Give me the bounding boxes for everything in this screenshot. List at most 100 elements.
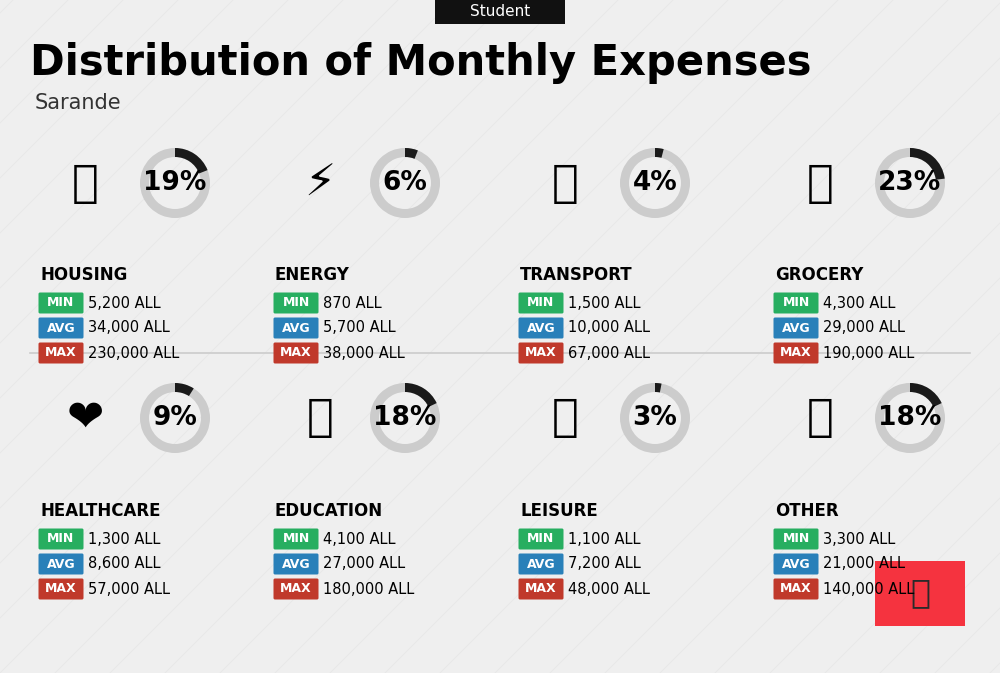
Text: 34,000 ALL: 34,000 ALL xyxy=(88,320,170,336)
FancyBboxPatch shape xyxy=(774,318,818,339)
Text: 7,200 ALL: 7,200 ALL xyxy=(568,557,641,571)
Text: 18%: 18% xyxy=(878,405,942,431)
FancyBboxPatch shape xyxy=(518,553,564,575)
Text: 10,000 ALL: 10,000 ALL xyxy=(568,320,650,336)
FancyBboxPatch shape xyxy=(38,579,84,600)
Text: 1,500 ALL: 1,500 ALL xyxy=(568,295,640,310)
Wedge shape xyxy=(370,383,440,453)
Text: 48,000 ALL: 48,000 ALL xyxy=(568,581,650,596)
Text: 3,300 ALL: 3,300 ALL xyxy=(823,532,895,546)
Text: 29,000 ALL: 29,000 ALL xyxy=(823,320,905,336)
Text: AVG: AVG xyxy=(782,322,810,334)
FancyBboxPatch shape xyxy=(518,293,564,314)
Text: 8,600 ALL: 8,600 ALL xyxy=(88,557,160,571)
Text: 27,000 ALL: 27,000 ALL xyxy=(323,557,405,571)
FancyBboxPatch shape xyxy=(274,579,318,600)
FancyBboxPatch shape xyxy=(518,343,564,363)
Text: AVG: AVG xyxy=(527,557,555,571)
Text: Distribution of Monthly Expenses: Distribution of Monthly Expenses xyxy=(30,42,812,84)
Text: MAX: MAX xyxy=(525,583,557,596)
Text: 190,000 ALL: 190,000 ALL xyxy=(823,345,914,361)
FancyBboxPatch shape xyxy=(774,293,818,314)
FancyBboxPatch shape xyxy=(774,528,818,549)
Text: 🚌: 🚌 xyxy=(552,162,578,205)
Text: EDUCATION: EDUCATION xyxy=(275,502,383,520)
FancyBboxPatch shape xyxy=(38,318,84,339)
Text: 1,100 ALL: 1,100 ALL xyxy=(568,532,640,546)
Wedge shape xyxy=(405,383,437,407)
Text: 🎓: 🎓 xyxy=(307,396,333,439)
Wedge shape xyxy=(620,383,690,453)
Text: AVG: AVG xyxy=(282,557,310,571)
Text: MIN: MIN xyxy=(47,297,75,310)
Text: MAX: MAX xyxy=(280,347,312,359)
Text: 🦅: 🦅 xyxy=(910,577,930,610)
FancyBboxPatch shape xyxy=(774,579,818,600)
Wedge shape xyxy=(140,383,210,453)
Text: AVG: AVG xyxy=(782,557,810,571)
Wedge shape xyxy=(405,148,418,159)
Text: 💰: 💰 xyxy=(807,396,833,439)
Text: MAX: MAX xyxy=(525,347,557,359)
Text: 1,300 ALL: 1,300 ALL xyxy=(88,532,160,546)
FancyBboxPatch shape xyxy=(774,343,818,363)
Text: MIN: MIN xyxy=(527,297,555,310)
Text: MIN: MIN xyxy=(782,532,810,546)
Wedge shape xyxy=(910,383,942,407)
Text: 67,000 ALL: 67,000 ALL xyxy=(568,345,650,361)
Wedge shape xyxy=(875,148,945,218)
Text: MIN: MIN xyxy=(527,532,555,546)
Text: HEALTHCARE: HEALTHCARE xyxy=(40,502,160,520)
FancyBboxPatch shape xyxy=(274,293,318,314)
Text: 9%: 9% xyxy=(153,405,197,431)
Wedge shape xyxy=(655,383,662,392)
FancyBboxPatch shape xyxy=(518,318,564,339)
Text: ENERGY: ENERGY xyxy=(275,266,350,284)
FancyBboxPatch shape xyxy=(274,528,318,549)
Wedge shape xyxy=(175,383,194,396)
Wedge shape xyxy=(655,148,664,157)
Text: MAX: MAX xyxy=(280,583,312,596)
Text: MIN: MIN xyxy=(282,532,310,546)
Text: 4,100 ALL: 4,100 ALL xyxy=(323,532,396,546)
Text: 230,000 ALL: 230,000 ALL xyxy=(88,345,179,361)
Text: AVG: AVG xyxy=(47,557,75,571)
Text: LEISURE: LEISURE xyxy=(520,502,598,520)
Text: 🏙: 🏙 xyxy=(72,162,98,205)
Text: MIN: MIN xyxy=(782,297,810,310)
Wedge shape xyxy=(140,148,210,218)
FancyBboxPatch shape xyxy=(774,553,818,575)
Text: MAX: MAX xyxy=(780,583,812,596)
FancyBboxPatch shape xyxy=(518,528,564,549)
FancyBboxPatch shape xyxy=(38,528,84,549)
Wedge shape xyxy=(370,148,440,218)
FancyBboxPatch shape xyxy=(435,0,565,24)
Wedge shape xyxy=(620,148,690,218)
Text: 38,000 ALL: 38,000 ALL xyxy=(323,345,405,361)
FancyBboxPatch shape xyxy=(38,343,84,363)
Text: 19%: 19% xyxy=(143,170,207,196)
Text: 5,200 ALL: 5,200 ALL xyxy=(88,295,161,310)
Text: AVG: AVG xyxy=(527,322,555,334)
Text: 5,700 ALL: 5,700 ALL xyxy=(323,320,396,336)
Text: 23%: 23% xyxy=(878,170,942,196)
Text: 870 ALL: 870 ALL xyxy=(323,295,382,310)
Text: 18%: 18% xyxy=(373,405,437,431)
FancyBboxPatch shape xyxy=(274,553,318,575)
FancyBboxPatch shape xyxy=(274,318,318,339)
Text: MAX: MAX xyxy=(45,347,77,359)
Text: AVG: AVG xyxy=(282,322,310,334)
Text: 3%: 3% xyxy=(633,405,677,431)
Wedge shape xyxy=(875,383,945,453)
Text: 6%: 6% xyxy=(383,170,427,196)
Text: GROCERY: GROCERY xyxy=(775,266,863,284)
Text: 57,000 ALL: 57,000 ALL xyxy=(88,581,170,596)
Text: MIN: MIN xyxy=(47,532,75,546)
Text: 140,000 ALL: 140,000 ALL xyxy=(823,581,914,596)
FancyBboxPatch shape xyxy=(274,343,318,363)
Text: 4,300 ALL: 4,300 ALL xyxy=(823,295,895,310)
FancyBboxPatch shape xyxy=(875,561,965,625)
Text: MIN: MIN xyxy=(282,297,310,310)
Text: TRANSPORT: TRANSPORT xyxy=(520,266,633,284)
Wedge shape xyxy=(910,148,945,180)
